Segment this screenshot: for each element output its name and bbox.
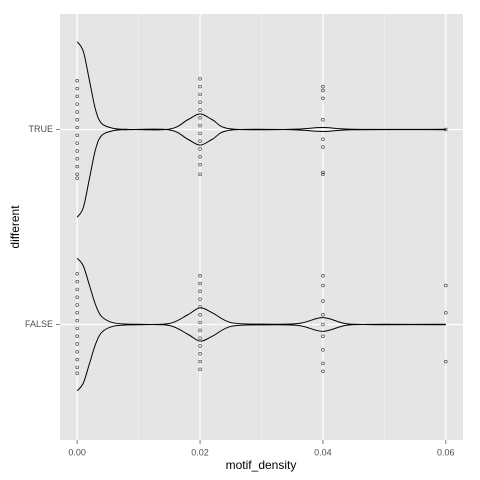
data-point	[198, 123, 202, 128]
data-point	[321, 283, 325, 288]
data-point	[444, 127, 448, 132]
data-point	[198, 108, 202, 112]
violin-outline	[76, 41, 446, 131]
data-point	[198, 162, 202, 167]
data-point	[75, 125, 79, 130]
data-point	[321, 299, 325, 303]
data-point	[198, 77, 202, 81]
data-point	[75, 279, 79, 284]
data-point	[75, 149, 79, 153]
data-point	[75, 118, 79, 122]
data-point	[444, 283, 448, 288]
data-point	[198, 100, 202, 104]
data-point	[198, 297, 202, 301]
x-axis-title: motif_density	[226, 458, 297, 472]
data-point	[198, 328, 202, 333]
data-point	[198, 305, 202, 309]
data-point	[321, 137, 325, 141]
data-point	[75, 357, 79, 362]
y-axis-title: different	[8, 205, 22, 249]
data-point	[198, 320, 202, 325]
data-point	[75, 350, 79, 354]
data-point	[75, 164, 79, 169]
data-point	[321, 313, 325, 317]
data-point	[198, 289, 202, 294]
data-point	[321, 172, 325, 177]
x-tick-label: 0.04	[314, 447, 332, 457]
data-point	[321, 145, 325, 149]
data-point	[198, 313, 202, 317]
data-point	[198, 274, 202, 278]
data-point	[75, 79, 79, 83]
data-point	[75, 342, 79, 346]
data-point	[198, 84, 202, 89]
data-point	[321, 334, 325, 338]
x-tick-label: 0.02	[191, 447, 209, 457]
data-point	[75, 365, 79, 370]
data-point	[198, 147, 202, 151]
y-tick-label: TRUE	[29, 124, 54, 134]
data-point	[198, 92, 202, 97]
data-point	[198, 344, 202, 348]
data-point	[198, 172, 202, 177]
data-point	[75, 311, 79, 315]
data-point	[321, 274, 325, 278]
x-tick-label: 0.06	[437, 447, 455, 457]
data-point	[321, 361, 325, 366]
data-point	[75, 102, 79, 106]
violin-outline	[76, 128, 446, 218]
data-point	[198, 336, 202, 340]
data-point	[75, 176, 79, 180]
data-point	[198, 281, 202, 286]
data-point	[75, 287, 79, 292]
violin-outline	[76, 323, 446, 392]
violin-outline	[76, 257, 446, 326]
data-point	[321, 369, 325, 373]
data-point	[198, 139, 202, 143]
data-point	[198, 359, 202, 364]
data-point	[75, 141, 79, 145]
data-point	[75, 110, 79, 114]
data-point	[444, 311, 448, 315]
data-point	[198, 155, 202, 159]
data-point	[198, 367, 202, 372]
data-point	[75, 133, 79, 138]
data-point	[75, 318, 79, 323]
data-point	[321, 170, 325, 175]
data-point	[75, 172, 79, 177]
data-point	[321, 118, 325, 122]
data-point	[321, 348, 325, 352]
x-tick-label: 0.00	[68, 447, 86, 457]
data-point	[198, 116, 202, 120]
data-point	[321, 322, 325, 327]
data-point	[198, 352, 202, 356]
data-point	[321, 96, 325, 101]
data-point	[75, 86, 79, 91]
data-point	[75, 272, 79, 276]
data-point	[75, 157, 79, 161]
data-point	[75, 303, 79, 307]
data-point	[444, 359, 448, 364]
data-point	[321, 88, 325, 93]
data-point	[75, 94, 79, 99]
data-point	[75, 334, 79, 338]
data-point	[75, 371, 79, 375]
data-point	[75, 295, 79, 299]
y-tick-label: FALSE	[25, 319, 53, 329]
data-point	[321, 84, 325, 89]
data-point	[75, 326, 79, 331]
data-point	[198, 131, 202, 136]
